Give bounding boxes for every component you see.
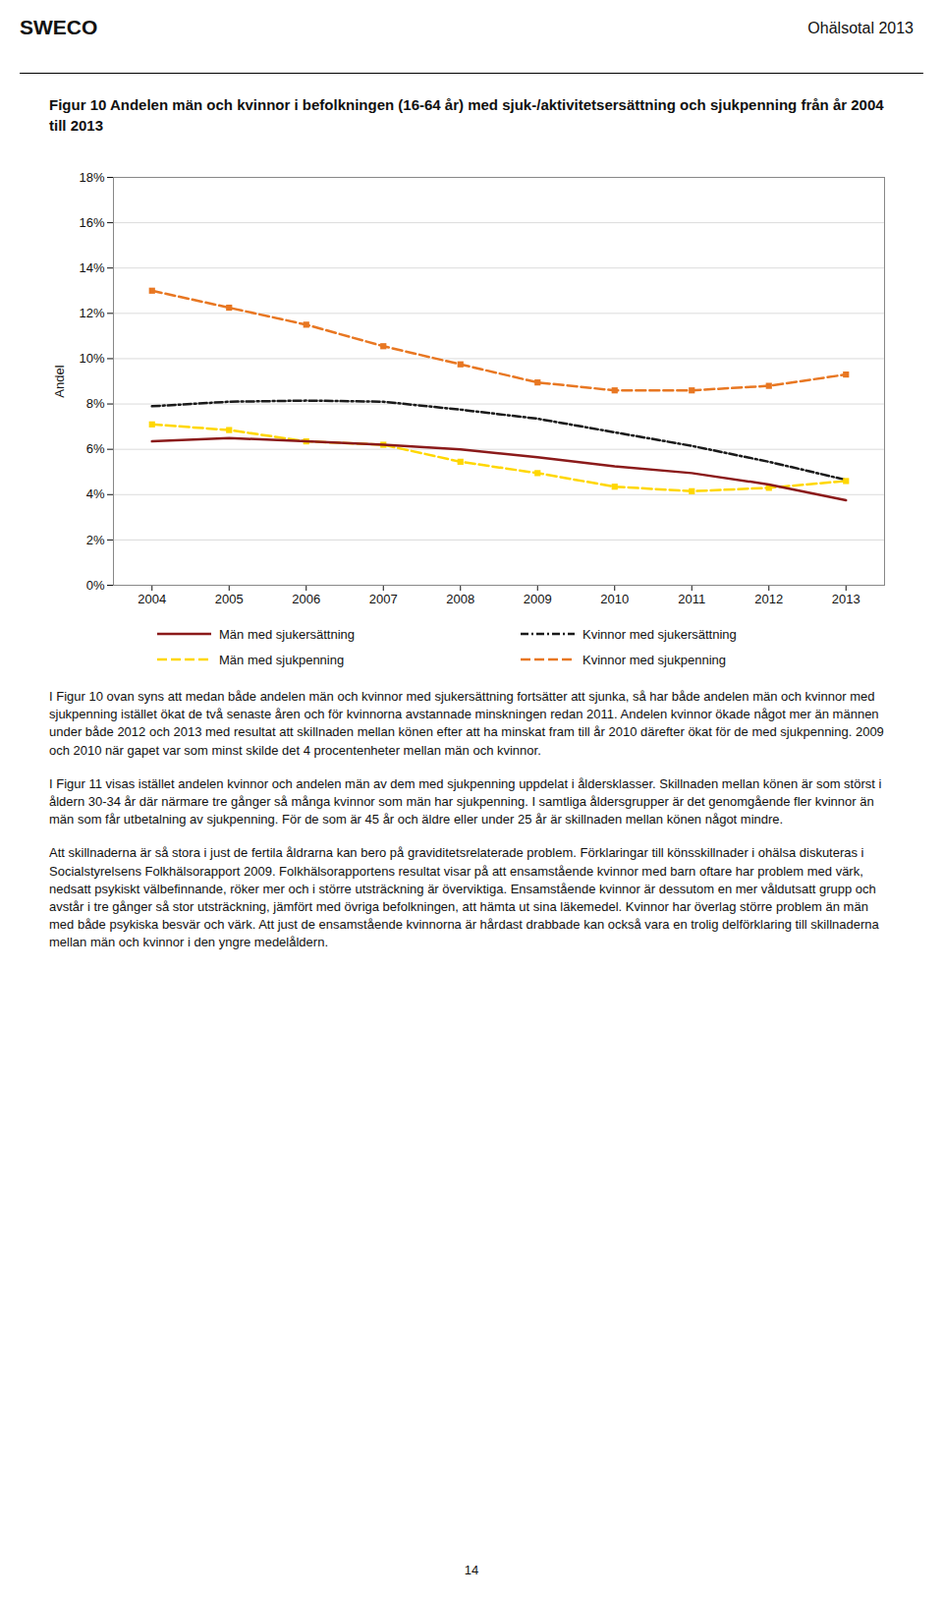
svg-text:2013: 2013 <box>832 591 861 607</box>
svg-text:Andel: Andel <box>52 364 67 397</box>
html-text:Män med sjukersättning: Män med sjukersättning <box>219 626 355 641</box>
svg-text:0%: 0% <box>86 577 106 593</box>
svg-text:12%: 12% <box>78 305 105 321</box>
svg-text:8%: 8% <box>86 395 106 411</box>
svg-text:2010: 2010 <box>600 591 629 607</box>
svg-text:2008: 2008 <box>445 591 475 607</box>
svg-text:2004: 2004 <box>137 591 167 607</box>
html-text:Män med sjukpenning: Män med sjukpenning <box>219 651 344 667</box>
svg-text:6%: 6% <box>86 441 106 456</box>
html-text:Ohälsotal 2013: Ohälsotal 2013 <box>807 19 914 37</box>
html-text:Kvinnor med sjukpenning: Kvinnor med sjukpenning <box>582 651 726 667</box>
svg-text:2011: 2011 <box>677 591 706 607</box>
svg-text:2%: 2% <box>86 532 106 548</box>
svg-text:4%: 4% <box>86 486 106 501</box>
svg-text:10%: 10% <box>78 350 105 366</box>
html-text:Kvinnor med sjukersättning: Kvinnor med sjukersättning <box>582 626 737 641</box>
html-text:Figur 10 Andelen män och kvinn: Figur 10 Andelen män och kvinnor i befol… <box>49 96 884 134</box>
svg-text:2012: 2012 <box>754 591 783 607</box>
svg-text:16%: 16% <box>78 215 105 230</box>
svg-text:2006: 2006 <box>291 591 321 607</box>
html-text:Att skillnaderna är så stora i: Att skillnaderna är så stora i just de f… <box>49 845 879 950</box>
html-text:I Figur 11 visas istället ande: I Figur 11 visas istället andelen kvinno… <box>49 775 882 827</box>
html-text:14: 14 <box>464 1561 479 1577</box>
html-text:SWECO: SWECO <box>19 15 98 39</box>
html-text:I Figur 10 ovan syns att medan: I Figur 10 ovan syns att medan både ande… <box>49 688 884 757</box>
svg-text:2009: 2009 <box>523 591 553 607</box>
svg-text:18%: 18% <box>78 169 105 185</box>
svg-text:2005: 2005 <box>215 591 244 607</box>
svg-text:14%: 14% <box>78 260 105 276</box>
svg-text:2007: 2007 <box>369 591 398 607</box>
